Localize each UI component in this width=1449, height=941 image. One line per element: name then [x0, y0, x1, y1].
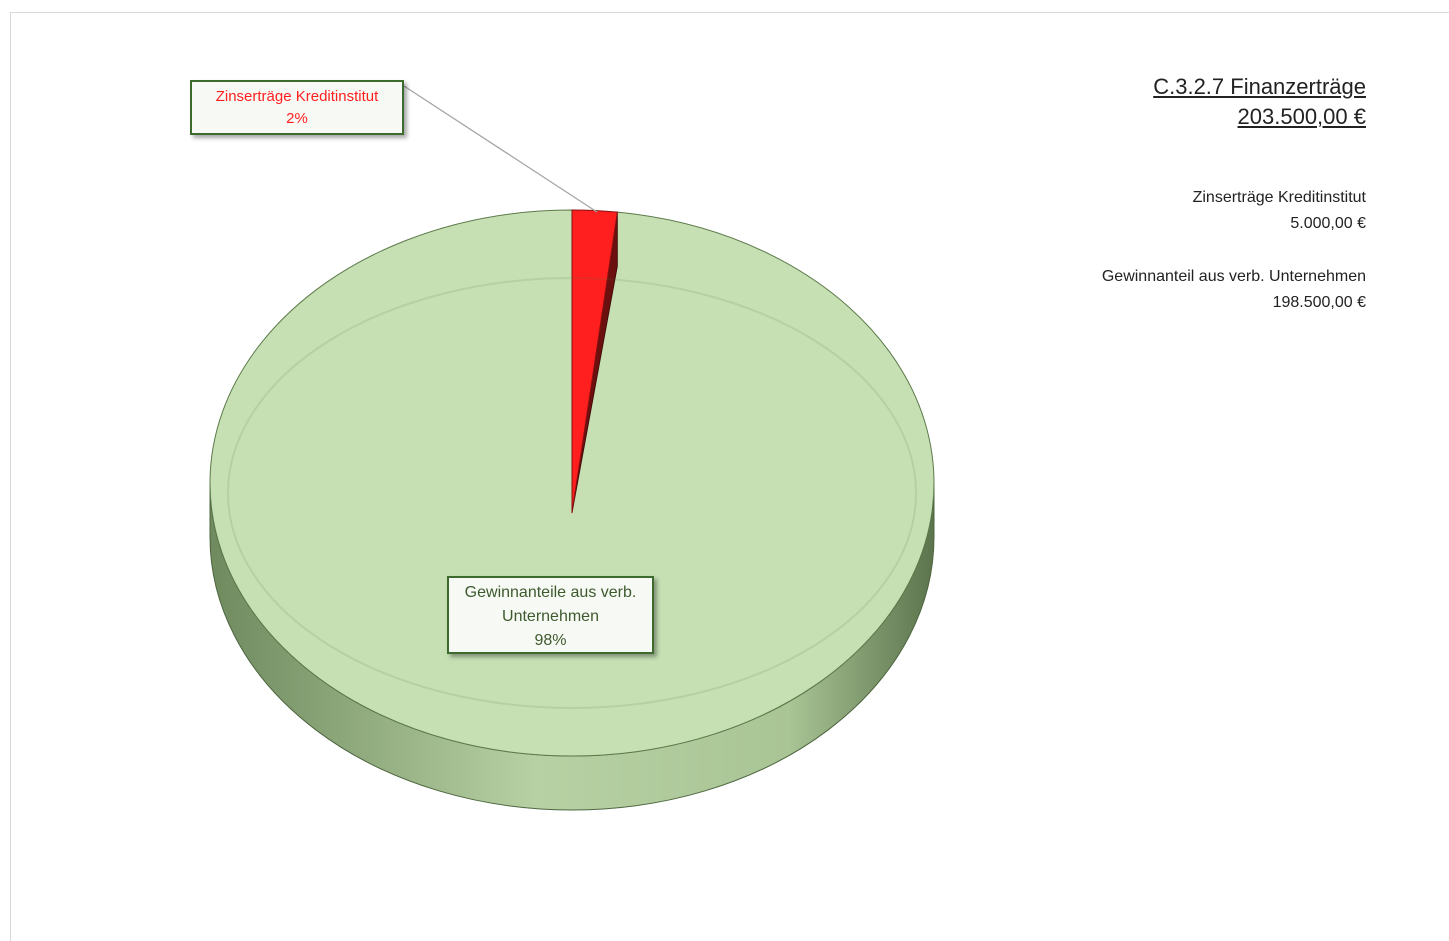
summary-item-name: Zinserträge Kreditinstitut	[1192, 189, 1366, 206]
data-label-value: 2%	[286, 110, 308, 127]
data-label-category: Gewinnanteile aus verb. Unternehmen	[464, 584, 637, 625]
summary-item-name: Gewinnanteil aus verb. Unternehmen	[1101, 268, 1366, 285]
data-label-value: 98%	[534, 632, 567, 649]
summary-item: Gewinnanteil aus verb. Unternehmen 198.50…	[1102, 264, 1366, 316]
data-label: Gewinnanteile aus verb. Unternehmen 98%	[447, 576, 654, 654]
summary-item-amount: 5.000,00 €	[1290, 215, 1366, 232]
summary-panel: C.3.2.7 Finanzerträge 203.500,00 € Zinse…	[1102, 72, 1366, 316]
leader-line	[403, 85, 598, 213]
data-label-category: Zinserträge Kreditinstitut	[215, 88, 379, 105]
summary-item-amount: 198.500,00 €	[1272, 294, 1366, 311]
summary-total: 203.500,00 €	[1237, 104, 1366, 129]
summary-title: C.3.2.7 Finanzerträge	[1153, 74, 1366, 99]
data-label: Zinserträge Kreditinstitut 2%	[190, 80, 404, 135]
frame	[10, 12, 1449, 941]
pie-rim	[227, 277, 917, 709]
summary-item: Zinserträge Kreditinstitut 5.000,00 €	[1102, 185, 1366, 237]
